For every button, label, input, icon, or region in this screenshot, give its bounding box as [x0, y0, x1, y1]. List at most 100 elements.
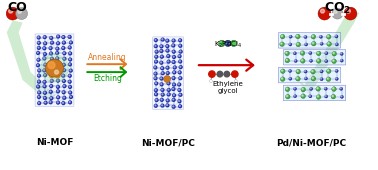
Circle shape: [68, 63, 71, 66]
Circle shape: [321, 78, 322, 79]
Circle shape: [57, 75, 58, 76]
Circle shape: [154, 66, 157, 69]
Circle shape: [62, 47, 65, 49]
Circle shape: [43, 57, 46, 60]
Circle shape: [305, 78, 306, 79]
Circle shape: [304, 35, 307, 39]
Circle shape: [287, 95, 288, 97]
Circle shape: [168, 94, 169, 95]
Circle shape: [311, 35, 316, 39]
Circle shape: [179, 94, 182, 96]
Circle shape: [51, 80, 52, 81]
Text: Pd/Ni-MOF/PC: Pd/Ni-MOF/PC: [276, 139, 347, 148]
Circle shape: [320, 36, 321, 37]
Circle shape: [179, 39, 181, 42]
Circle shape: [37, 52, 38, 53]
Circle shape: [333, 52, 334, 54]
Text: Ni-MOF: Ni-MOF: [36, 139, 73, 148]
Circle shape: [178, 89, 181, 91]
Circle shape: [219, 40, 225, 47]
Circle shape: [167, 89, 170, 91]
Circle shape: [50, 37, 53, 39]
Circle shape: [304, 70, 307, 73]
Circle shape: [56, 63, 57, 64]
Circle shape: [155, 83, 156, 84]
Circle shape: [166, 49, 169, 52]
Circle shape: [57, 35, 60, 38]
Circle shape: [178, 84, 179, 85]
Circle shape: [63, 36, 64, 37]
Circle shape: [50, 69, 51, 70]
Circle shape: [155, 50, 158, 53]
Circle shape: [289, 35, 292, 38]
FancyBboxPatch shape: [278, 67, 341, 83]
Circle shape: [45, 102, 46, 103]
Circle shape: [63, 102, 64, 103]
Circle shape: [173, 61, 174, 62]
Circle shape: [155, 93, 157, 96]
Circle shape: [15, 8, 28, 20]
Circle shape: [293, 52, 296, 55]
Circle shape: [209, 80, 212, 82]
Circle shape: [43, 85, 46, 88]
Circle shape: [327, 36, 329, 37]
Circle shape: [62, 74, 65, 77]
Circle shape: [37, 52, 39, 54]
Circle shape: [288, 69, 292, 73]
Circle shape: [325, 88, 326, 89]
Circle shape: [50, 52, 53, 55]
Circle shape: [325, 95, 328, 98]
Circle shape: [50, 47, 51, 48]
Circle shape: [168, 89, 169, 90]
Circle shape: [167, 55, 168, 56]
Circle shape: [327, 35, 331, 39]
Circle shape: [173, 71, 176, 74]
Circle shape: [57, 90, 59, 93]
Circle shape: [44, 43, 45, 44]
Circle shape: [341, 53, 342, 54]
Circle shape: [280, 77, 285, 81]
Circle shape: [172, 39, 175, 42]
Circle shape: [172, 105, 175, 108]
Circle shape: [48, 62, 55, 69]
Circle shape: [296, 34, 300, 39]
Circle shape: [302, 95, 303, 96]
Circle shape: [55, 62, 59, 66]
Circle shape: [178, 100, 181, 103]
Circle shape: [57, 102, 58, 103]
Circle shape: [312, 42, 314, 44]
Circle shape: [311, 76, 316, 81]
Circle shape: [44, 36, 45, 37]
Circle shape: [179, 89, 180, 90]
Circle shape: [317, 88, 318, 89]
Circle shape: [341, 96, 342, 97]
Circle shape: [69, 91, 71, 94]
Circle shape: [38, 37, 39, 38]
FancyBboxPatch shape: [284, 85, 346, 101]
Circle shape: [286, 88, 288, 89]
Circle shape: [167, 93, 170, 96]
Circle shape: [50, 85, 53, 87]
Circle shape: [69, 86, 70, 87]
Circle shape: [38, 91, 40, 94]
Circle shape: [50, 64, 51, 65]
Circle shape: [296, 42, 301, 47]
Circle shape: [50, 91, 51, 92]
Circle shape: [9, 9, 12, 13]
Circle shape: [309, 52, 310, 53]
Circle shape: [38, 96, 39, 97]
Circle shape: [232, 71, 238, 77]
FancyBboxPatch shape: [284, 49, 346, 65]
Polygon shape: [7, 21, 56, 102]
Circle shape: [164, 76, 170, 82]
Circle shape: [297, 43, 298, 45]
Circle shape: [333, 60, 334, 61]
Circle shape: [37, 47, 40, 49]
Circle shape: [38, 102, 40, 105]
Circle shape: [173, 99, 174, 100]
Circle shape: [289, 77, 292, 80]
Circle shape: [69, 81, 70, 82]
Circle shape: [295, 60, 296, 61]
Circle shape: [154, 72, 157, 75]
Circle shape: [38, 59, 39, 60]
